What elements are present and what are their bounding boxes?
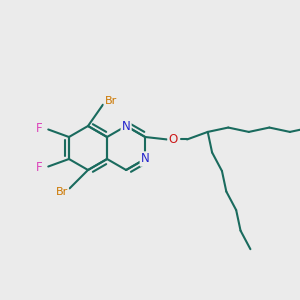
Text: F: F (36, 122, 43, 135)
Text: Br: Br (56, 188, 68, 197)
Text: O: O (168, 133, 178, 146)
Text: Br: Br (105, 96, 117, 106)
Text: F: F (36, 161, 43, 174)
Text: N: N (141, 152, 149, 166)
Text: N: N (122, 119, 130, 133)
